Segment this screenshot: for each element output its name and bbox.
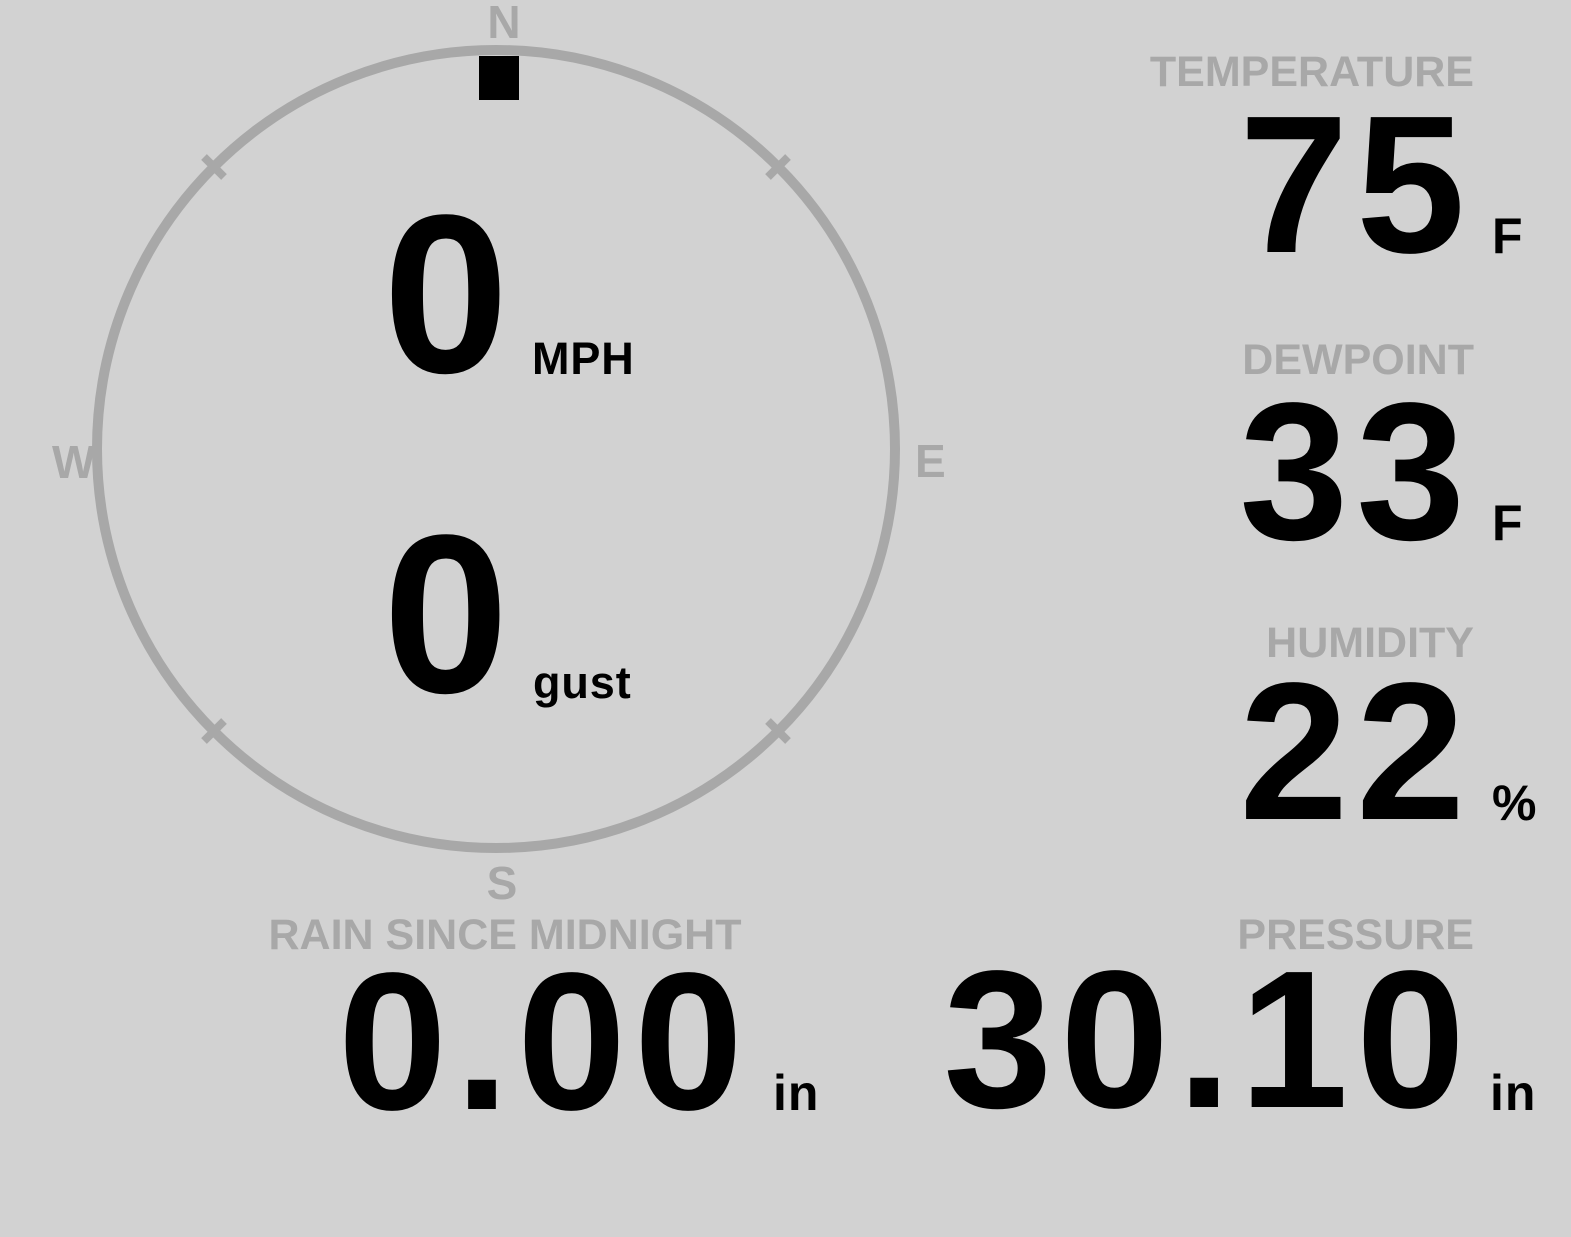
compass-tick-se-icon: [765, 718, 791, 744]
compass-label-west: W: [52, 436, 96, 488]
pressure-value: 30.10: [943, 930, 1473, 1149]
pressure-unit: in: [1490, 1065, 1537, 1121]
compass-label-north: N: [487, 0, 521, 48]
dewpoint-unit: F: [1492, 495, 1524, 551]
temperature-value: 75: [1239, 75, 1473, 294]
rain-label: RAIN SINCE MIDNIGHT: [268, 911, 742, 959]
compass-tick-ne-icon: [765, 154, 791, 180]
dewpoint-value: 33: [1239, 362, 1473, 581]
compass-tick-sw-icon: [201, 718, 227, 744]
compass-label-east: E: [915, 435, 946, 487]
rain-unit: in: [773, 1065, 820, 1121]
wind-gust-value: 0: [383, 487, 518, 740]
wind-speed-unit: MPH: [532, 333, 635, 384]
wind-compass-gauge: [92, 45, 900, 853]
pressure-label: PRESSURE: [1237, 911, 1474, 959]
wind-speed-value: 0: [383, 167, 518, 420]
humidity-value: 22: [1239, 642, 1473, 861]
temperature-unit: F: [1492, 208, 1524, 264]
rain-value: 0.00: [338, 932, 751, 1151]
temperature-label: TEMPERATURE: [1149, 48, 1474, 96]
dewpoint-label: DEWPOINT: [1242, 336, 1474, 384]
compass-circle: [92, 45, 900, 853]
compass-tick-nw-icon: [201, 154, 227, 180]
compass-label-south: S: [486, 857, 518, 909]
wind-direction-marker-icon: [479, 56, 519, 100]
humidity-label: HUMIDITY: [1266, 619, 1474, 667]
humidity-unit: %: [1492, 775, 1538, 831]
wind-gust-unit: gust: [533, 657, 632, 708]
